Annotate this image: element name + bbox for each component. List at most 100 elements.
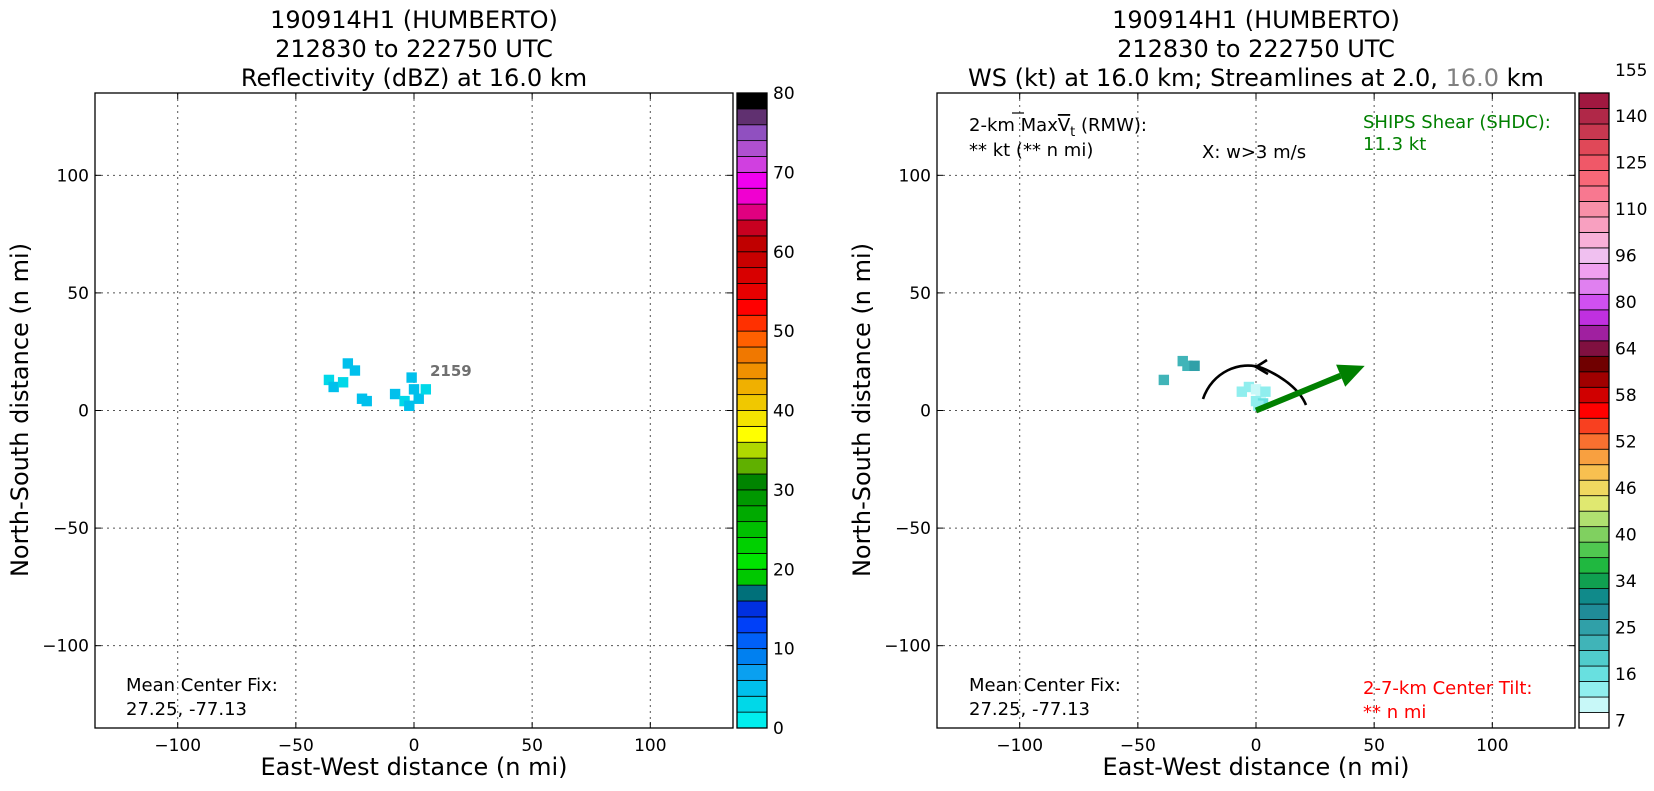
left-colorbar-segment xyxy=(736,394,768,411)
left-title-line2: 212830 to 222750 UTC xyxy=(275,35,553,63)
left-colorbar-segment xyxy=(736,171,768,189)
right-colorbar-tick-label: 58 xyxy=(1615,386,1637,406)
left-x-tick-label: 0 xyxy=(409,736,420,756)
right-colorbar-segment xyxy=(1578,371,1610,388)
left-colorbar-tick-label: 80 xyxy=(773,84,795,104)
shear-vector-head xyxy=(1336,364,1365,387)
left-data-cell xyxy=(420,384,432,395)
right-colorbar-tick-label: 25 xyxy=(1615,618,1637,638)
right-colorbar-segment xyxy=(1578,572,1610,590)
right-colorbar-segment xyxy=(1578,510,1610,528)
right-data-cell xyxy=(1260,386,1271,397)
left-colorbar-segment xyxy=(736,378,768,396)
right-colorbar-segment xyxy=(1578,696,1610,713)
left-colorbar-segment xyxy=(736,203,768,221)
right-colorbar-tick-label: 64 xyxy=(1615,340,1637,360)
left-colorbar-segment xyxy=(736,219,768,237)
right-colorbar-segment xyxy=(1578,324,1610,342)
right-data-cell xyxy=(1182,360,1193,372)
left-data-cell xyxy=(361,395,372,407)
max-vt-prefix: 2-km Max xyxy=(969,115,1058,136)
right-data-cell xyxy=(1158,374,1170,386)
left-panel: 190914H1 (HUMBERTO) 212830 to 222750 UTC… xyxy=(6,6,795,781)
right-colorbar-tick-label: 52 xyxy=(1615,432,1637,452)
right-colorbar-segment xyxy=(1578,201,1610,218)
left-colorbar-tick-label: 60 xyxy=(773,243,795,263)
left-colorbar-segment xyxy=(736,156,768,173)
right-center-fix-label: Mean Center Fix: xyxy=(969,675,1121,696)
left-colorbar-tick-label: 30 xyxy=(773,481,795,501)
w-marker-note: X: w>3 m/s xyxy=(1202,142,1306,163)
left-data-cell xyxy=(413,393,424,404)
left-x-tick-label: 100 xyxy=(634,736,666,756)
ships-shear-label: SHIPS Shear (SHDC): xyxy=(1363,112,1551,133)
right-colorbar-segment xyxy=(1578,139,1610,156)
left-colorbar-tick-label: 20 xyxy=(773,560,795,580)
right-colorbar-tick-label: 155 xyxy=(1615,61,1647,81)
left-colorbar-segment xyxy=(736,632,768,650)
left-data-cell xyxy=(389,388,401,400)
right-x-tick-label: 0 xyxy=(1251,736,1262,756)
left-colorbar-segment xyxy=(736,362,768,380)
right-colorbar-segment xyxy=(1578,603,1610,620)
left-colorbar-segment xyxy=(736,92,768,110)
right-x-tick-label: −50 xyxy=(1120,736,1156,756)
left-colorbar-tick-label: 50 xyxy=(773,322,795,342)
right-colorbar-segment xyxy=(1578,417,1610,435)
left-colorbar-segment xyxy=(736,537,768,554)
left-colorbar-segment xyxy=(736,314,768,332)
right-colorbar-segment xyxy=(1578,355,1610,373)
right-colorbar-segment xyxy=(1578,650,1610,667)
right-colorbar-tick-label: 80 xyxy=(1615,293,1637,313)
right-title-line3-part1: WS (kt) at 16.0 km; Streamlines at 2.0, xyxy=(968,64,1438,92)
right-colorbar-frame xyxy=(1578,92,1610,729)
left-data-cell xyxy=(349,365,361,376)
right-y-tick-label: 100 xyxy=(899,166,931,186)
left-colorbar-segment xyxy=(736,124,768,142)
right-colorbar-segment xyxy=(1578,588,1610,605)
right-colorbar-tick-label: 16 xyxy=(1615,665,1637,685)
left-colorbar-segment xyxy=(736,187,768,205)
left-colorbar-segment xyxy=(736,235,768,253)
right-data-cell xyxy=(1236,386,1248,397)
right-colorbar-segment xyxy=(1578,448,1610,466)
right-y-tick-label: 0 xyxy=(920,402,931,422)
left-data-cell xyxy=(406,372,417,383)
right-colorbar-segment xyxy=(1578,309,1610,326)
right-axis-ticks: −100 −50 0 50 100 −100 −50 0 50 100 xyxy=(884,93,1575,756)
right-x-tick-label: 50 xyxy=(1363,736,1385,756)
right-colorbar-tick-label: 40 xyxy=(1615,525,1637,545)
right-data-cell xyxy=(1253,400,1264,411)
left-colorbar-segment xyxy=(736,283,768,300)
right-colorbar-segment xyxy=(1578,262,1610,280)
right-y-tick-label: −100 xyxy=(884,637,931,657)
left-colorbar-segment xyxy=(736,267,768,284)
left-colorbar-tick-label: 0 xyxy=(773,719,784,739)
left-x-tick-label: −50 xyxy=(278,736,314,756)
right-colorbar: 7 16 25 34 40 46 52 58 64 80 96 110 125 140 155 xyxy=(1578,61,1647,731)
right-title-line2: 212830 to 222750 UTC xyxy=(1117,35,1395,63)
left-colorbar-segment xyxy=(736,330,768,348)
left-data-cell xyxy=(404,400,415,411)
left-colorbar-segment xyxy=(736,473,768,491)
right-data-cell xyxy=(1189,360,1200,372)
right-colorbar-segment xyxy=(1578,92,1610,109)
left-colorbar-tick-label: 70 xyxy=(773,163,795,183)
left-y-tick-label: −100 xyxy=(42,637,89,657)
right-y-tick-label: −50 xyxy=(895,519,931,539)
left-y-tick-label: 50 xyxy=(67,284,89,304)
left-colorbar-segment xyxy=(736,568,768,586)
left-axis-ticks: −100 −50 0 50 100 −100 −50 0 50 100 xyxy=(42,93,733,756)
center-tilt-label: 2-7-km Center Tilt: xyxy=(1363,678,1532,699)
max-vt-suffix: (RMW): xyxy=(1075,115,1147,136)
right-colorbar-tick-label: 7 xyxy=(1615,711,1626,731)
right-colorbar-segment xyxy=(1578,681,1610,698)
left-colorbar-segment xyxy=(736,298,768,316)
left-colorbar-segment xyxy=(736,425,768,443)
right-ws-cells xyxy=(1158,355,1271,411)
right-colorbar-tick-label: 46 xyxy=(1615,479,1637,499)
left-x-axis-label: East-West distance (n mi) xyxy=(260,753,567,781)
right-colorbar-segment xyxy=(1578,433,1610,450)
left-y-tick-label: 100 xyxy=(57,166,89,186)
right-colorbar-segment xyxy=(1578,557,1610,574)
